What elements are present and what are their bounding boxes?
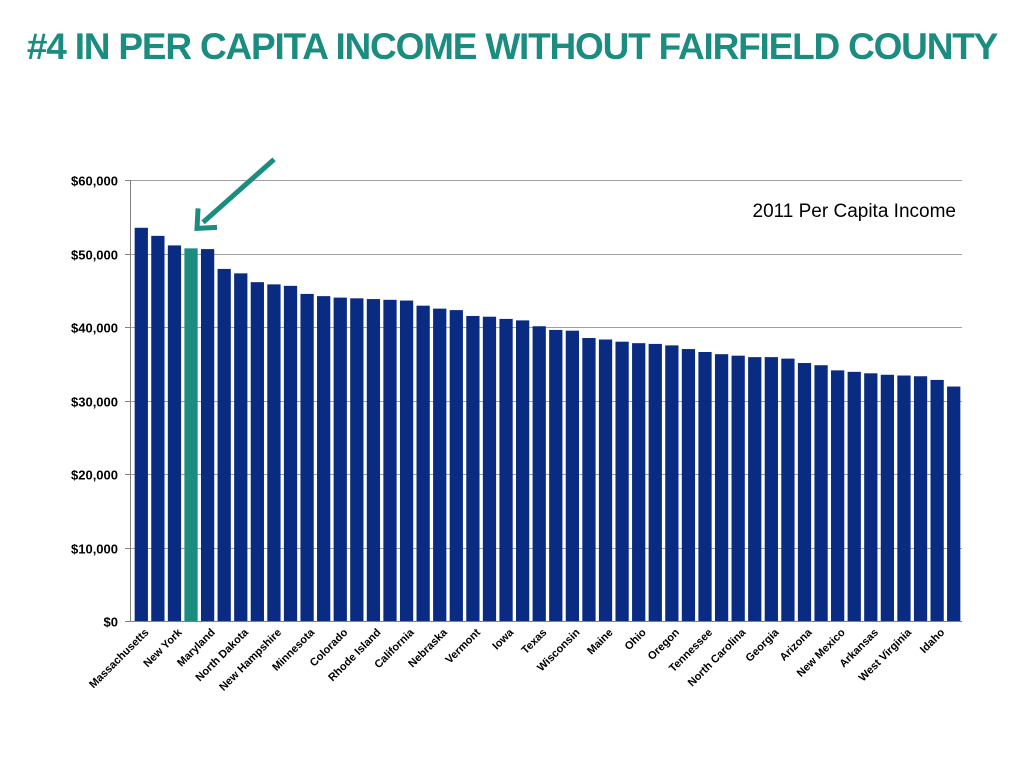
bar <box>516 320 530 621</box>
bar-highlighted <box>184 248 198 622</box>
bar <box>880 374 895 621</box>
bar <box>217 268 231 621</box>
x-tick-label: Iowa <box>490 626 516 652</box>
bar <box>681 349 696 621</box>
arrow-shaft <box>201 157 276 225</box>
bar <box>433 308 447 622</box>
bar <box>167 245 182 622</box>
x-tick-label: North Carolina <box>686 626 749 689</box>
bar <box>466 315 480 621</box>
bar <box>814 365 828 621</box>
bar <box>864 373 878 621</box>
bar <box>333 297 347 621</box>
bar <box>549 329 563 621</box>
slide-title: #4 IN PER CAPITA INCOME WITHOUT FAIRFIEL… <box>26 26 998 67</box>
bar <box>383 299 397 621</box>
bar <box>350 298 364 621</box>
arrow-annotation <box>194 157 276 231</box>
x-tick-label: Texas <box>519 627 549 657</box>
bar <box>748 357 762 621</box>
bar <box>250 282 264 621</box>
y-tick-label: $0 <box>104 615 118 630</box>
y-tick-label: $10,000 <box>71 542 118 557</box>
bar <box>317 296 331 621</box>
bar <box>897 375 911 621</box>
bar <box>200 249 215 621</box>
bar <box>947 386 961 621</box>
arrow-head <box>194 208 218 231</box>
bar <box>764 357 778 621</box>
bar <box>731 355 745 621</box>
y-tick-labels: $0 $10,000 $20,000 $30,000 $40,000 $50,000 $60… <box>71 174 118 630</box>
bar <box>648 343 662 621</box>
bar <box>632 343 646 621</box>
bar <box>499 318 513 621</box>
bar <box>482 316 497 621</box>
x-tick-label: Massachusetts <box>87 627 151 691</box>
x-tick-label: Maine <box>585 627 616 658</box>
bar <box>532 326 546 621</box>
y-tick-label: $20,000 <box>71 468 118 483</box>
bar <box>234 273 248 621</box>
x-tick-label: Georgia <box>744 626 783 665</box>
bar <box>847 371 861 621</box>
bar <box>698 351 712 621</box>
bar <box>598 339 613 621</box>
bar <box>399 300 414 621</box>
bar <box>582 338 596 621</box>
bars <box>134 227 961 622</box>
bar <box>565 330 579 621</box>
bar <box>714 354 729 621</box>
x-tick-label: Vermont <box>443 626 483 666</box>
bar <box>449 310 463 621</box>
bar <box>781 358 795 621</box>
bar <box>665 345 679 622</box>
y-tick-label: $60,000 <box>71 174 118 189</box>
x-tick-label: Idaho <box>918 626 947 655</box>
y-tick-label: $40,000 <box>71 321 118 336</box>
bar <box>615 341 629 621</box>
bar <box>831 370 845 621</box>
bar <box>134 227 148 621</box>
axes <box>125 180 962 622</box>
bar <box>366 299 381 621</box>
bar <box>267 284 281 621</box>
bar <box>300 293 314 621</box>
bar <box>283 285 298 621</box>
x-tick-label: Ohio <box>623 626 649 652</box>
bar <box>151 235 165 622</box>
series-label: 2011 Per Capita Income <box>753 201 957 222</box>
y-tick-label: $30,000 <box>71 395 118 410</box>
bar <box>797 363 812 621</box>
y-tick-label: $50,000 <box>71 248 118 263</box>
bar <box>913 376 928 621</box>
bar <box>416 305 430 621</box>
bar <box>930 379 944 621</box>
